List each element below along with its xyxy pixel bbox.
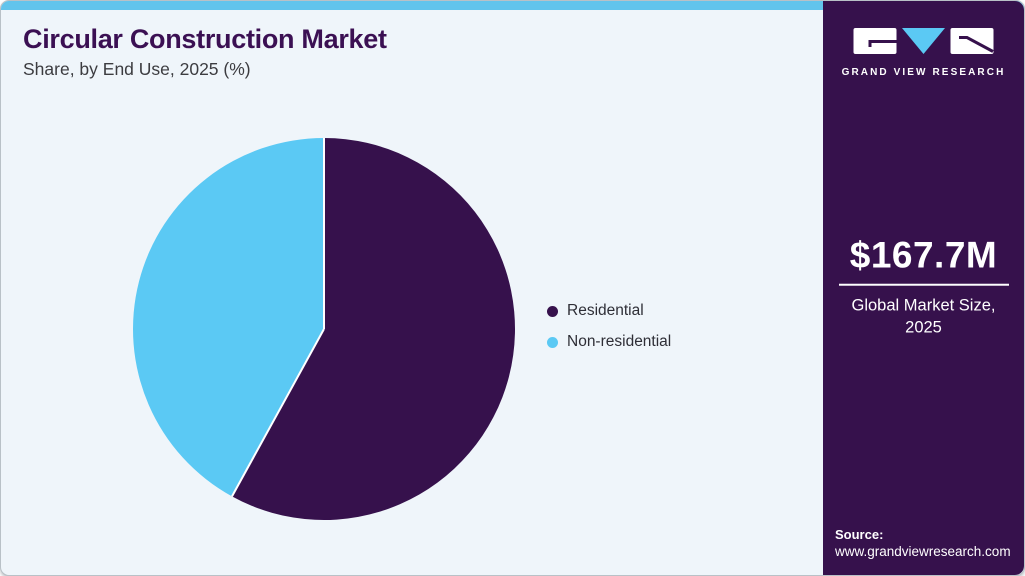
legend-label-non-residential: Non-residential [567,333,672,350]
legend-dot-residential [547,305,558,317]
brand-logo: GRAND VIEW RESEARCH [823,27,1024,78]
page-title: Circular Construction Market [23,24,387,54]
source-label: Source: [835,527,884,542]
market-size-value: $167.7M [849,234,998,276]
pie-slice-divider [231,328,325,497]
pie-chart-svg [133,138,515,520]
brand-name: GRAND VIEW RESEARCH [841,67,1006,78]
source-url: www.grandviewresearch.com [835,544,1011,559]
gvr-logo-icon [853,28,994,54]
sidebar: GRAND VIEW RESEARCH $167.7M Global Marke… [823,1,1024,575]
page-subtitle: Share, by End Use, 2025 (%) [23,59,251,79]
pie-chart [129,134,519,524]
pie-slice-residential [231,138,515,520]
legend-item-residential: Residential [547,302,671,320]
market-size-caption: Global Market Size, 2025 [851,296,996,337]
legend-dot-non-residential [547,336,558,348]
pie-slice-non-residential [133,138,324,497]
market-size-divider [838,283,1009,286]
market-size-block: $167.7M Global Market Size, 2025 [823,237,1024,340]
legend-label-residential: Residential [567,302,644,319]
legend: Residential Non-residential [547,302,671,351]
top-accent-bar [1,1,1024,10]
legend-item-non-residential: Non-residential [547,333,671,351]
source-block: Source: www.grandviewresearch.com [835,527,1011,559]
